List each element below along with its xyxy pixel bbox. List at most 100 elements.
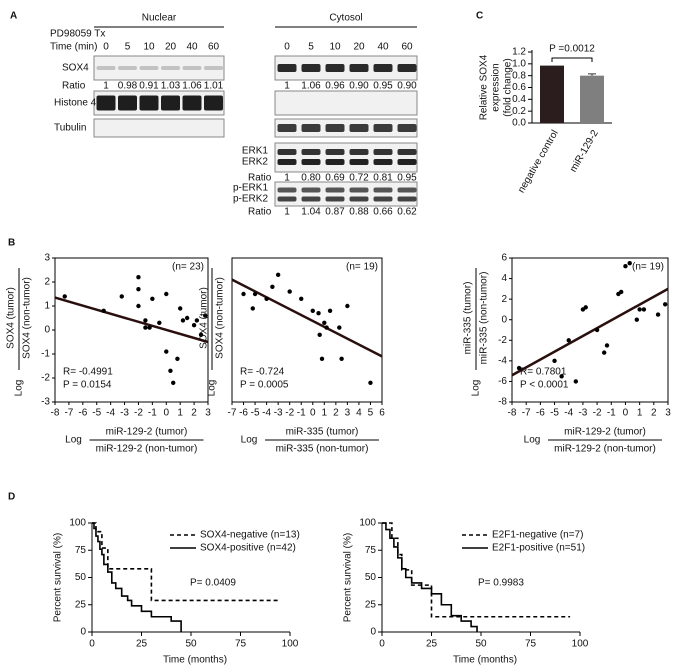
point: [559, 374, 564, 379]
x-tick-label: -5: [92, 408, 101, 419]
point: [316, 311, 321, 316]
point: [150, 296, 155, 301]
y-tick-label: 100: [359, 518, 376, 529]
blot-membrane: [274, 142, 418, 173]
x-label-denominator: miR-129-2 (non-tumor): [554, 444, 656, 455]
ratio: 0.95: [397, 173, 417, 184]
x-tick-label: 75: [525, 639, 537, 650]
x-tick-label: -4: [106, 408, 115, 419]
y-tick-label: -1: [41, 349, 50, 360]
blot-membrane: [274, 181, 418, 207]
statistic: R= 0.7801: [520, 367, 567, 378]
row-label: ERK2: [242, 157, 269, 168]
blot-band: [325, 64, 345, 72]
y-tick-label: 0: [44, 325, 50, 336]
blot-band: [96, 66, 116, 70]
point: [310, 308, 315, 313]
y-tick-label: 1: [44, 301, 50, 312]
x-tick-label: -7: [64, 408, 73, 419]
blot-band: [301, 149, 321, 155]
survival-curve: [92, 522, 281, 602]
blot-band: [325, 159, 345, 165]
point: [322, 320, 327, 325]
point: [634, 317, 639, 322]
legend-label: E2F1-negative (n=7): [492, 530, 583, 541]
x-tick-label: -1: [297, 408, 306, 419]
y-label-numerator: miR-335 (tumor): [463, 282, 474, 355]
y-tick-label: -2: [498, 335, 507, 346]
statistic: R= -0.724: [240, 367, 285, 378]
blot-band: [301, 196, 321, 202]
time-tick: 5: [125, 42, 131, 53]
blot-band: [277, 159, 297, 165]
y-tick-label: 25: [365, 599, 377, 610]
x-tick-label: -2: [285, 408, 294, 419]
statistic: P < 0.0001: [520, 380, 569, 391]
y-tick-label: 75: [365, 545, 377, 556]
blot-band: [118, 95, 137, 111]
y-tick-label: 6: [501, 253, 507, 264]
blot-band: [325, 149, 345, 155]
y-axis-label: Log SOX4 (tumor) SOX4 (non-tumor): [199, 268, 226, 396]
point: [573, 379, 579, 384]
point: [327, 308, 333, 313]
point: [337, 325, 342, 330]
point: [566, 338, 571, 343]
y-tick-label: -2: [41, 373, 50, 384]
point: [623, 264, 628, 269]
ratio: 0.87: [325, 207, 345, 218]
time-tick: 60: [401, 42, 413, 53]
x-label-prefix: Log: [241, 435, 258, 446]
y-tick-label: 50: [365, 572, 377, 583]
point: [324, 325, 329, 330]
x-tick-label: 2: [191, 408, 197, 419]
blot-band: [301, 64, 321, 72]
row-label: Histone 4: [54, 98, 97, 109]
x-label-prefix: Log: [65, 435, 82, 446]
blot-membrane: [93, 90, 225, 116]
point: [662, 302, 668, 307]
x-tick-label: 2: [333, 408, 339, 419]
ratio: 0.69: [325, 173, 345, 184]
x-tick-label: -1: [148, 408, 157, 419]
point: [164, 349, 169, 354]
y-tick-label: -4: [498, 355, 507, 366]
blot-band: [349, 124, 369, 132]
blot-band: [182, 95, 202, 111]
y-axis-label: Relative SOX4: [479, 54, 490, 120]
x-tick-label: -3: [120, 408, 129, 419]
x-tick-label: negative control: [516, 128, 561, 195]
point: [180, 318, 186, 323]
blot-band: [277, 149, 297, 155]
blot-band: [277, 187, 297, 193]
blot-band: [397, 196, 417, 202]
x-tick-label: 4: [356, 408, 362, 419]
y-tick-label: 0.2: [512, 106, 526, 117]
point: [299, 296, 304, 301]
blot-band: [373, 159, 393, 165]
x-label-numerator: miR-129-2 (tumor): [106, 427, 188, 438]
x-tick-label: 50: [475, 639, 487, 650]
y-axis-label: (fold change): [503, 58, 514, 116]
blot-band: [277, 124, 297, 132]
blot-band: [397, 187, 417, 193]
fit-line: [54, 296, 209, 344]
blot-band: [349, 187, 369, 193]
row-label: Tubulin: [54, 123, 86, 134]
time-tick: 0: [284, 42, 290, 53]
y-tick-label: 25: [75, 599, 87, 610]
significance-bracket: [551, 57, 593, 62]
ratio: 0.95: [373, 81, 393, 92]
x-tick-label: 75: [235, 639, 247, 650]
time-tick: 5: [308, 42, 314, 53]
blot-band: [204, 95, 223, 111]
x-tick-label: 3: [205, 408, 211, 419]
point: [136, 287, 141, 292]
y-tick-label: 3: [44, 253, 50, 264]
point: [552, 358, 557, 364]
bar: [540, 65, 564, 123]
blot-band: [373, 124, 393, 132]
ratio: 0.62: [397, 207, 417, 218]
annotation: P =0.0012: [549, 44, 595, 55]
